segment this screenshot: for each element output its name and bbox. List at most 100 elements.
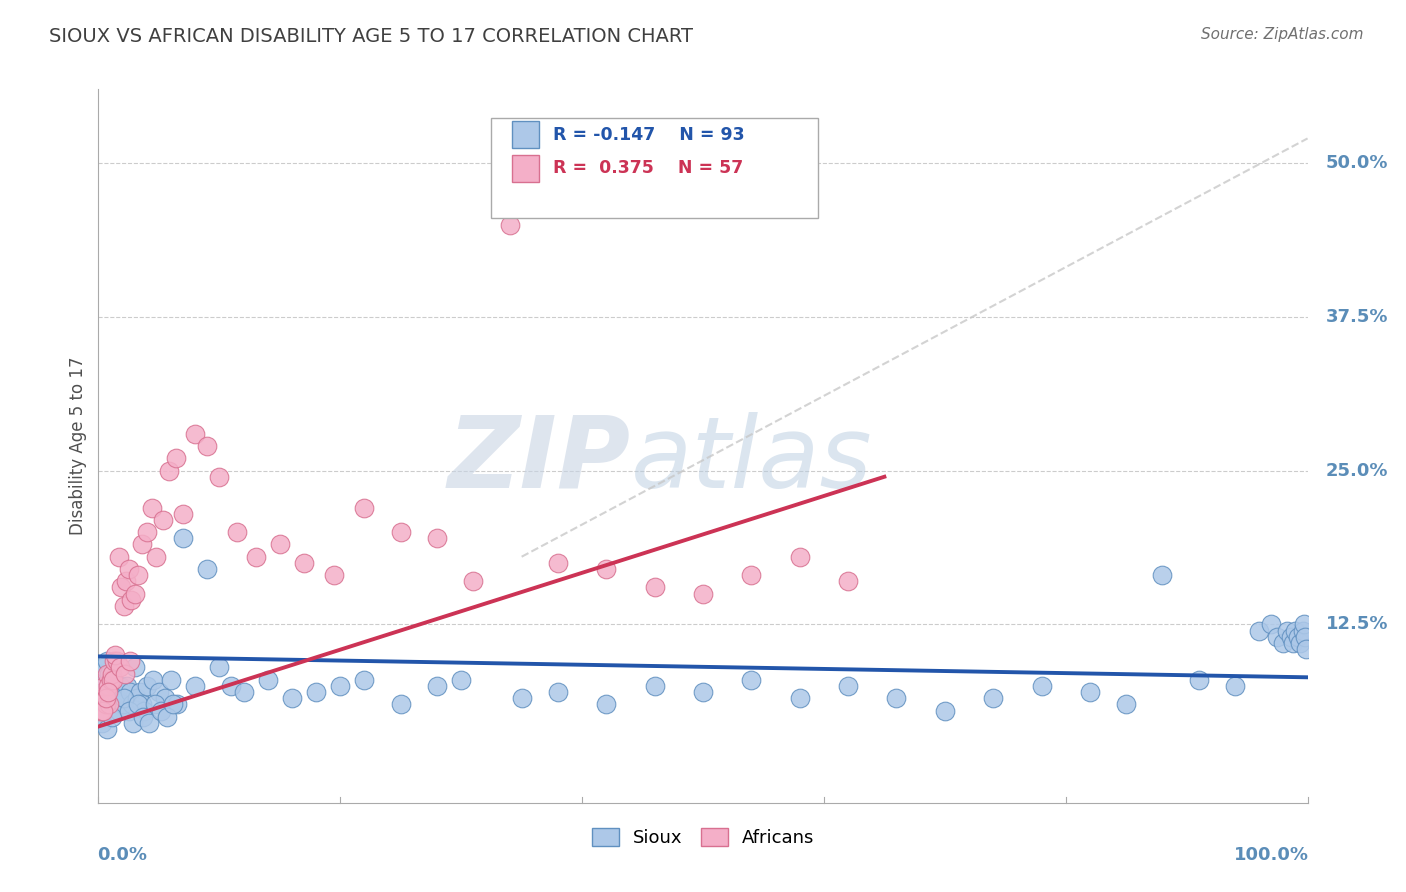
Point	[145, 549, 167, 564]
Point	[118, 704, 141, 718]
Point	[152, 513, 174, 527]
Point	[837, 574, 859, 589]
Point	[107, 698, 129, 712]
Point	[644, 581, 666, 595]
Point	[232, 685, 254, 699]
Point	[329, 679, 352, 693]
Text: 12.5%: 12.5%	[1326, 615, 1388, 633]
Point	[97, 698, 120, 712]
Text: SIOUX VS AFRICAN DISABILITY AGE 5 TO 17 CORRELATION CHART: SIOUX VS AFRICAN DISABILITY AGE 5 TO 17 …	[49, 27, 693, 45]
Point	[127, 698, 149, 712]
Point	[96, 722, 118, 736]
Text: 100.0%: 100.0%	[1234, 846, 1309, 863]
Text: 37.5%: 37.5%	[1326, 308, 1388, 326]
Point	[94, 691, 117, 706]
Point	[353, 500, 375, 515]
Point	[162, 698, 184, 712]
Point	[1295, 642, 1317, 657]
Text: R =  0.375    N = 57: R = 0.375 N = 57	[553, 160, 744, 178]
Point	[172, 531, 194, 545]
Point	[128, 685, 150, 699]
Point	[450, 673, 472, 687]
Point	[208, 660, 231, 674]
Point	[148, 685, 170, 699]
Point	[135, 679, 157, 693]
Point	[172, 507, 194, 521]
Point	[97, 685, 120, 699]
Point	[100, 673, 122, 687]
Text: R = -0.147    N = 93: R = -0.147 N = 93	[553, 126, 745, 144]
Point	[547, 685, 569, 699]
Point	[115, 574, 138, 589]
Point	[121, 698, 143, 712]
Point	[141, 500, 163, 515]
Point	[114, 666, 136, 681]
Point	[1294, 630, 1316, 644]
Point	[692, 685, 714, 699]
Point	[100, 685, 122, 699]
Point	[389, 525, 412, 540]
Point	[886, 691, 908, 706]
Point	[105, 654, 128, 668]
Point	[157, 464, 180, 478]
Point	[1152, 568, 1174, 582]
Bar	[512, 155, 538, 182]
Point	[118, 654, 141, 668]
Point	[111, 698, 134, 712]
FancyBboxPatch shape	[492, 118, 818, 218]
Point	[1267, 630, 1289, 644]
Point	[100, 673, 122, 687]
Point	[195, 562, 218, 576]
Point	[1289, 636, 1312, 650]
Point	[226, 525, 249, 540]
Point	[124, 587, 146, 601]
Point	[118, 685, 141, 699]
Point	[101, 673, 124, 687]
Point	[89, 704, 111, 718]
Point	[789, 549, 811, 564]
Point	[124, 660, 146, 674]
Point	[353, 673, 375, 687]
Bar	[512, 121, 538, 148]
Point	[740, 568, 762, 582]
Point	[91, 704, 114, 718]
Point	[143, 698, 166, 712]
Point	[96, 654, 118, 668]
Point	[131, 698, 153, 712]
Point	[1031, 679, 1053, 693]
Point	[1115, 698, 1137, 712]
Point	[323, 568, 346, 582]
Point	[740, 673, 762, 687]
Point	[1286, 630, 1309, 644]
Point	[1260, 617, 1282, 632]
Point	[90, 691, 112, 706]
Y-axis label: Disability Age 5 to 17: Disability Age 5 to 17	[69, 357, 87, 535]
Point	[184, 426, 207, 441]
Point	[498, 218, 520, 232]
Point	[150, 704, 173, 718]
Point	[103, 704, 125, 718]
Point	[108, 679, 131, 693]
Point	[156, 709, 179, 723]
Point	[426, 531, 449, 545]
Point	[305, 685, 328, 699]
Point	[110, 581, 132, 595]
Point	[160, 673, 183, 687]
Point	[122, 715, 145, 730]
Point	[117, 679, 139, 693]
Point	[93, 679, 115, 693]
Point	[100, 709, 122, 723]
Text: 50.0%: 50.0%	[1326, 154, 1388, 172]
Text: 25.0%: 25.0%	[1326, 461, 1388, 480]
Point	[120, 592, 142, 607]
Point	[1279, 630, 1302, 644]
Point	[245, 549, 267, 564]
Point	[112, 599, 135, 613]
Point	[463, 574, 485, 589]
Point	[510, 691, 533, 706]
Point	[97, 679, 120, 693]
Point	[104, 679, 127, 693]
Point	[195, 439, 218, 453]
Point	[1223, 679, 1246, 693]
Point	[127, 691, 149, 706]
